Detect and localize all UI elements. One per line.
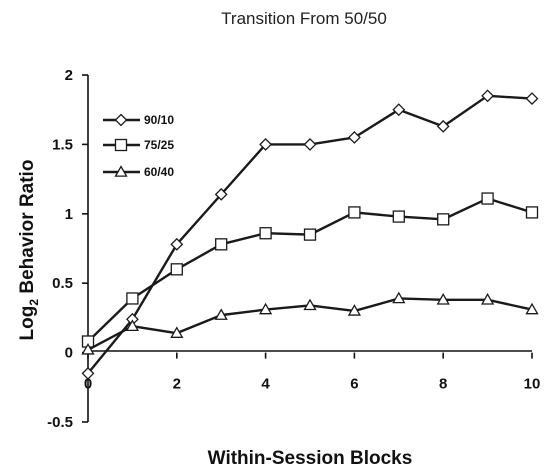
- series-layer: [81, 89, 539, 380]
- legend-item: 75/25: [103, 138, 174, 152]
- x-tick-label: 10: [524, 376, 541, 393]
- triangle-marker: [436, 293, 450, 305]
- y-ticks: -0.5 0 0.5 1 1.5 2: [47, 67, 88, 431]
- x-tick-label: 0: [84, 376, 92, 393]
- x-tick-label: 6: [350, 376, 358, 393]
- legend-label: 90/10: [144, 113, 174, 127]
- square-marker: [215, 238, 228, 251]
- diamond-marker: [525, 92, 539, 106]
- diamond-marker: [214, 187, 228, 201]
- series-75-25: [81, 192, 539, 348]
- legend-item: 60/40: [103, 165, 174, 179]
- triangle-marker: [258, 302, 273, 315]
- square-marker: [259, 227, 272, 240]
- legend-item: 90/10: [103, 113, 174, 127]
- triangle-marker: [392, 291, 406, 304]
- diamond-marker: [347, 131, 361, 144]
- triangle-marker: [81, 343, 95, 355]
- y-tick-label: 2: [65, 67, 73, 84]
- diamond-marker: [170, 237, 184, 251]
- square-marker: [525, 206, 539, 219]
- square-marker: [348, 206, 361, 219]
- legend: 90/10 75/25 60/40: [103, 113, 174, 179]
- series-60-40: [81, 291, 539, 355]
- legend-square-marker: [114, 138, 128, 152]
- diamond-marker: [303, 137, 317, 151]
- square-marker: [392, 210, 405, 223]
- triangle-marker: [125, 319, 140, 332]
- triangle-marker: [525, 302, 539, 315]
- square-marker: [170, 263, 183, 276]
- triangle-marker: [170, 326, 184, 338]
- triangle-marker: [303, 298, 317, 311]
- triangle-marker: [480, 293, 495, 305]
- triangle-marker: [347, 304, 362, 316]
- diamond-marker: [392, 103, 406, 117]
- legend-label: 60/40: [144, 165, 174, 179]
- series-90-10: [81, 89, 539, 380]
- chart-title: Transition From 50/50: [221, 9, 387, 28]
- y-tick-label: 0.5: [52, 275, 73, 292]
- y-tick-label: 0: [65, 345, 73, 362]
- x-tick-label: 2: [173, 376, 181, 393]
- triangle-marker: [214, 308, 228, 320]
- diamond-marker: [481, 89, 495, 103]
- y-tick-label: 1.5: [52, 136, 73, 153]
- square-marker: [126, 292, 139, 305]
- x-tick-label: 4: [261, 376, 270, 393]
- x-tick-label: 8: [439, 376, 447, 393]
- y-tick-label: 1: [65, 206, 73, 223]
- diamond-marker: [436, 119, 450, 133]
- square-marker: [437, 213, 450, 226]
- square-marker: [481, 192, 494, 205]
- square-marker: [303, 228, 317, 241]
- y-tick-label: -0.5: [47, 414, 73, 431]
- legend-label: 75/25: [144, 138, 174, 152]
- legend-diamond-marker: [114, 113, 128, 127]
- diamond-marker: [81, 367, 95, 380]
- x-ticks: 0 2 4 6 8 10: [84, 352, 541, 393]
- y-axis-label: Log2 Behavior Ratio: [17, 160, 41, 341]
- series-line: [87, 197, 533, 343]
- diamond-marker: [259, 137, 273, 151]
- legend-triangle-marker: [114, 165, 128, 177]
- x-axis-label: Within-Session Blocks: [208, 448, 413, 469]
